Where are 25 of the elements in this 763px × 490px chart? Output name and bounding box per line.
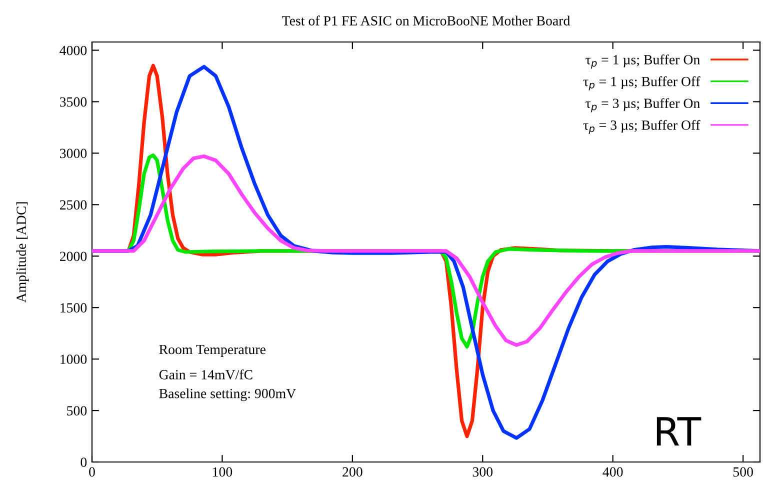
y-tick-label: 3000 xyxy=(60,148,87,158)
y-axis-title: Amplitude [ADC] xyxy=(16,202,29,303)
x-tick-label: 500 xyxy=(733,467,753,477)
y-tick-label: 2500 xyxy=(60,200,87,210)
y-tick-label: 2000 xyxy=(60,252,87,262)
y-tick-label: 500 xyxy=(67,406,87,416)
annotation: Room Temperature xyxy=(159,344,266,357)
x-tick-label: 300 xyxy=(472,467,493,477)
annotation: RT xyxy=(656,417,702,446)
annotation: Baseline setting: 900mV xyxy=(159,388,296,402)
y-tick-label: 1500 xyxy=(60,303,87,313)
legend-label: τ$_{p}$ = 1 µs; Buffer Off xyxy=(583,76,700,90)
legend-label: τ$_{p}$ = 3 µs; Buffer Off xyxy=(583,120,700,134)
annotation: Gain = 14mV/fC xyxy=(159,369,252,380)
x-tick-label: 200 xyxy=(342,467,362,477)
legend-label: τ$_{p}$ = 1 µs; Buffer On xyxy=(586,54,700,69)
x-tick-label: 400 xyxy=(602,467,623,477)
x-tick-label: 0 xyxy=(89,467,95,477)
legend-label: τ$_{p}$ = 3 µs; Buffer On xyxy=(586,98,700,112)
chart-title: Test of P1 FE ASIC on MicroBooNE Mother Board xyxy=(282,16,570,26)
y-tick-label: 1000 xyxy=(60,354,87,364)
y-tick-label: 0 xyxy=(80,458,87,467)
y-tick-label: 4000 xyxy=(60,46,87,56)
x-tick-label: 100 xyxy=(213,467,232,477)
y-tick-label: 3500 xyxy=(60,97,87,107)
